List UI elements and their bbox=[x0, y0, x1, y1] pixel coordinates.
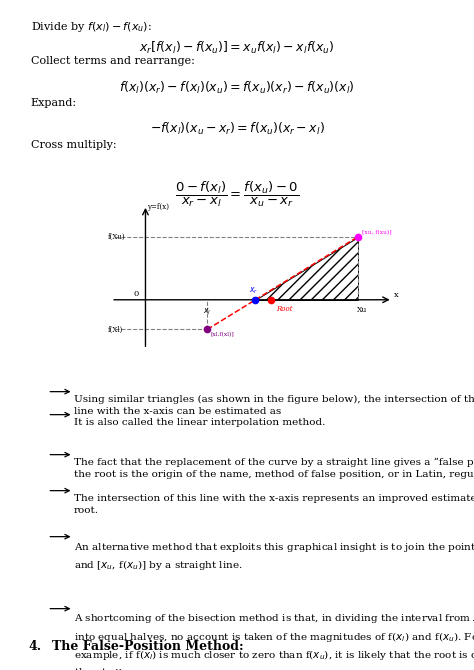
Text: [xu, f(xu)]: [xu, f(xu)] bbox=[363, 230, 392, 235]
Text: [xl,f(xl)]: [xl,f(xl)] bbox=[210, 332, 235, 338]
Text: The False-Position Method:: The False-Position Method: bbox=[52, 640, 244, 653]
Text: Cross multiply:: Cross multiply: bbox=[31, 140, 117, 150]
Polygon shape bbox=[255, 237, 358, 299]
Text: x: x bbox=[394, 291, 399, 299]
Text: Expand:: Expand: bbox=[31, 98, 77, 108]
Text: The fact that the replacement of the curve by a straight line gives a “false pos: The fact that the replacement of the cur… bbox=[74, 458, 474, 480]
Text: 0: 0 bbox=[134, 290, 139, 298]
Text: y=f(x): y=f(x) bbox=[147, 203, 169, 211]
Text: Root: Root bbox=[276, 305, 292, 313]
Text: f(Xl): f(Xl) bbox=[108, 326, 123, 334]
Text: $x_r[f(x_l) - f(x_u)] = x_u f(x_l) - x_l f(x_u)$: $x_r[f(x_l) - f(x_u)] = x_u f(x_l) - x_l… bbox=[139, 40, 335, 56]
Text: Xu: Xu bbox=[356, 306, 367, 314]
Text: $f(x_l)(x_r) - f(x_l)(x_u) = f(x_u)(x_r) - f(x_u)(x_l)$: $f(x_l)(x_r) - f(x_l)(x_u) = f(x_u)(x_r)… bbox=[119, 80, 355, 96]
Text: $-f(x_l)(x_u - x_r) = f(x_u)(x_r - x_l)$: $-f(x_l)(x_u - x_r) = f(x_u)(x_r - x_l)$ bbox=[150, 121, 324, 137]
Text: $x_r$: $x_r$ bbox=[249, 285, 258, 296]
Text: $x_l$: $x_l$ bbox=[203, 306, 211, 317]
Text: The intersection of this line with the x-axis represents an improved estimate of: The intersection of this line with the x… bbox=[74, 494, 474, 515]
Text: Using similar triangles (as shown in the figure below), the intersection of the : Using similar triangles (as shown in the… bbox=[74, 395, 474, 416]
Text: Collect terms and rearrange:: Collect terms and rearrange: bbox=[31, 56, 195, 66]
Text: $\dfrac{0 - f(x_l)}{x_r - x_l} = \dfrac{f(x_u) - 0}{x_u - x_r}$: $\dfrac{0 - f(x_l)}{x_r - x_l} = \dfrac{… bbox=[175, 180, 299, 209]
Text: A shortcoming of the bisection method is that, in dividing the interval from $x_: A shortcoming of the bisection method is… bbox=[74, 612, 474, 670]
Text: 4.: 4. bbox=[28, 640, 41, 653]
Text: f(Xu): f(Xu) bbox=[108, 232, 125, 241]
Text: It is also called the linear interpolation method.: It is also called the linear interpolati… bbox=[74, 418, 325, 427]
Text: Divide by $f(x_l) - f(x_u)$:: Divide by $f(x_l) - f(x_u)$: bbox=[31, 20, 152, 34]
Text: An alternative method that exploits this graphical insight is to join the points: An alternative method that exploits this… bbox=[74, 540, 474, 572]
